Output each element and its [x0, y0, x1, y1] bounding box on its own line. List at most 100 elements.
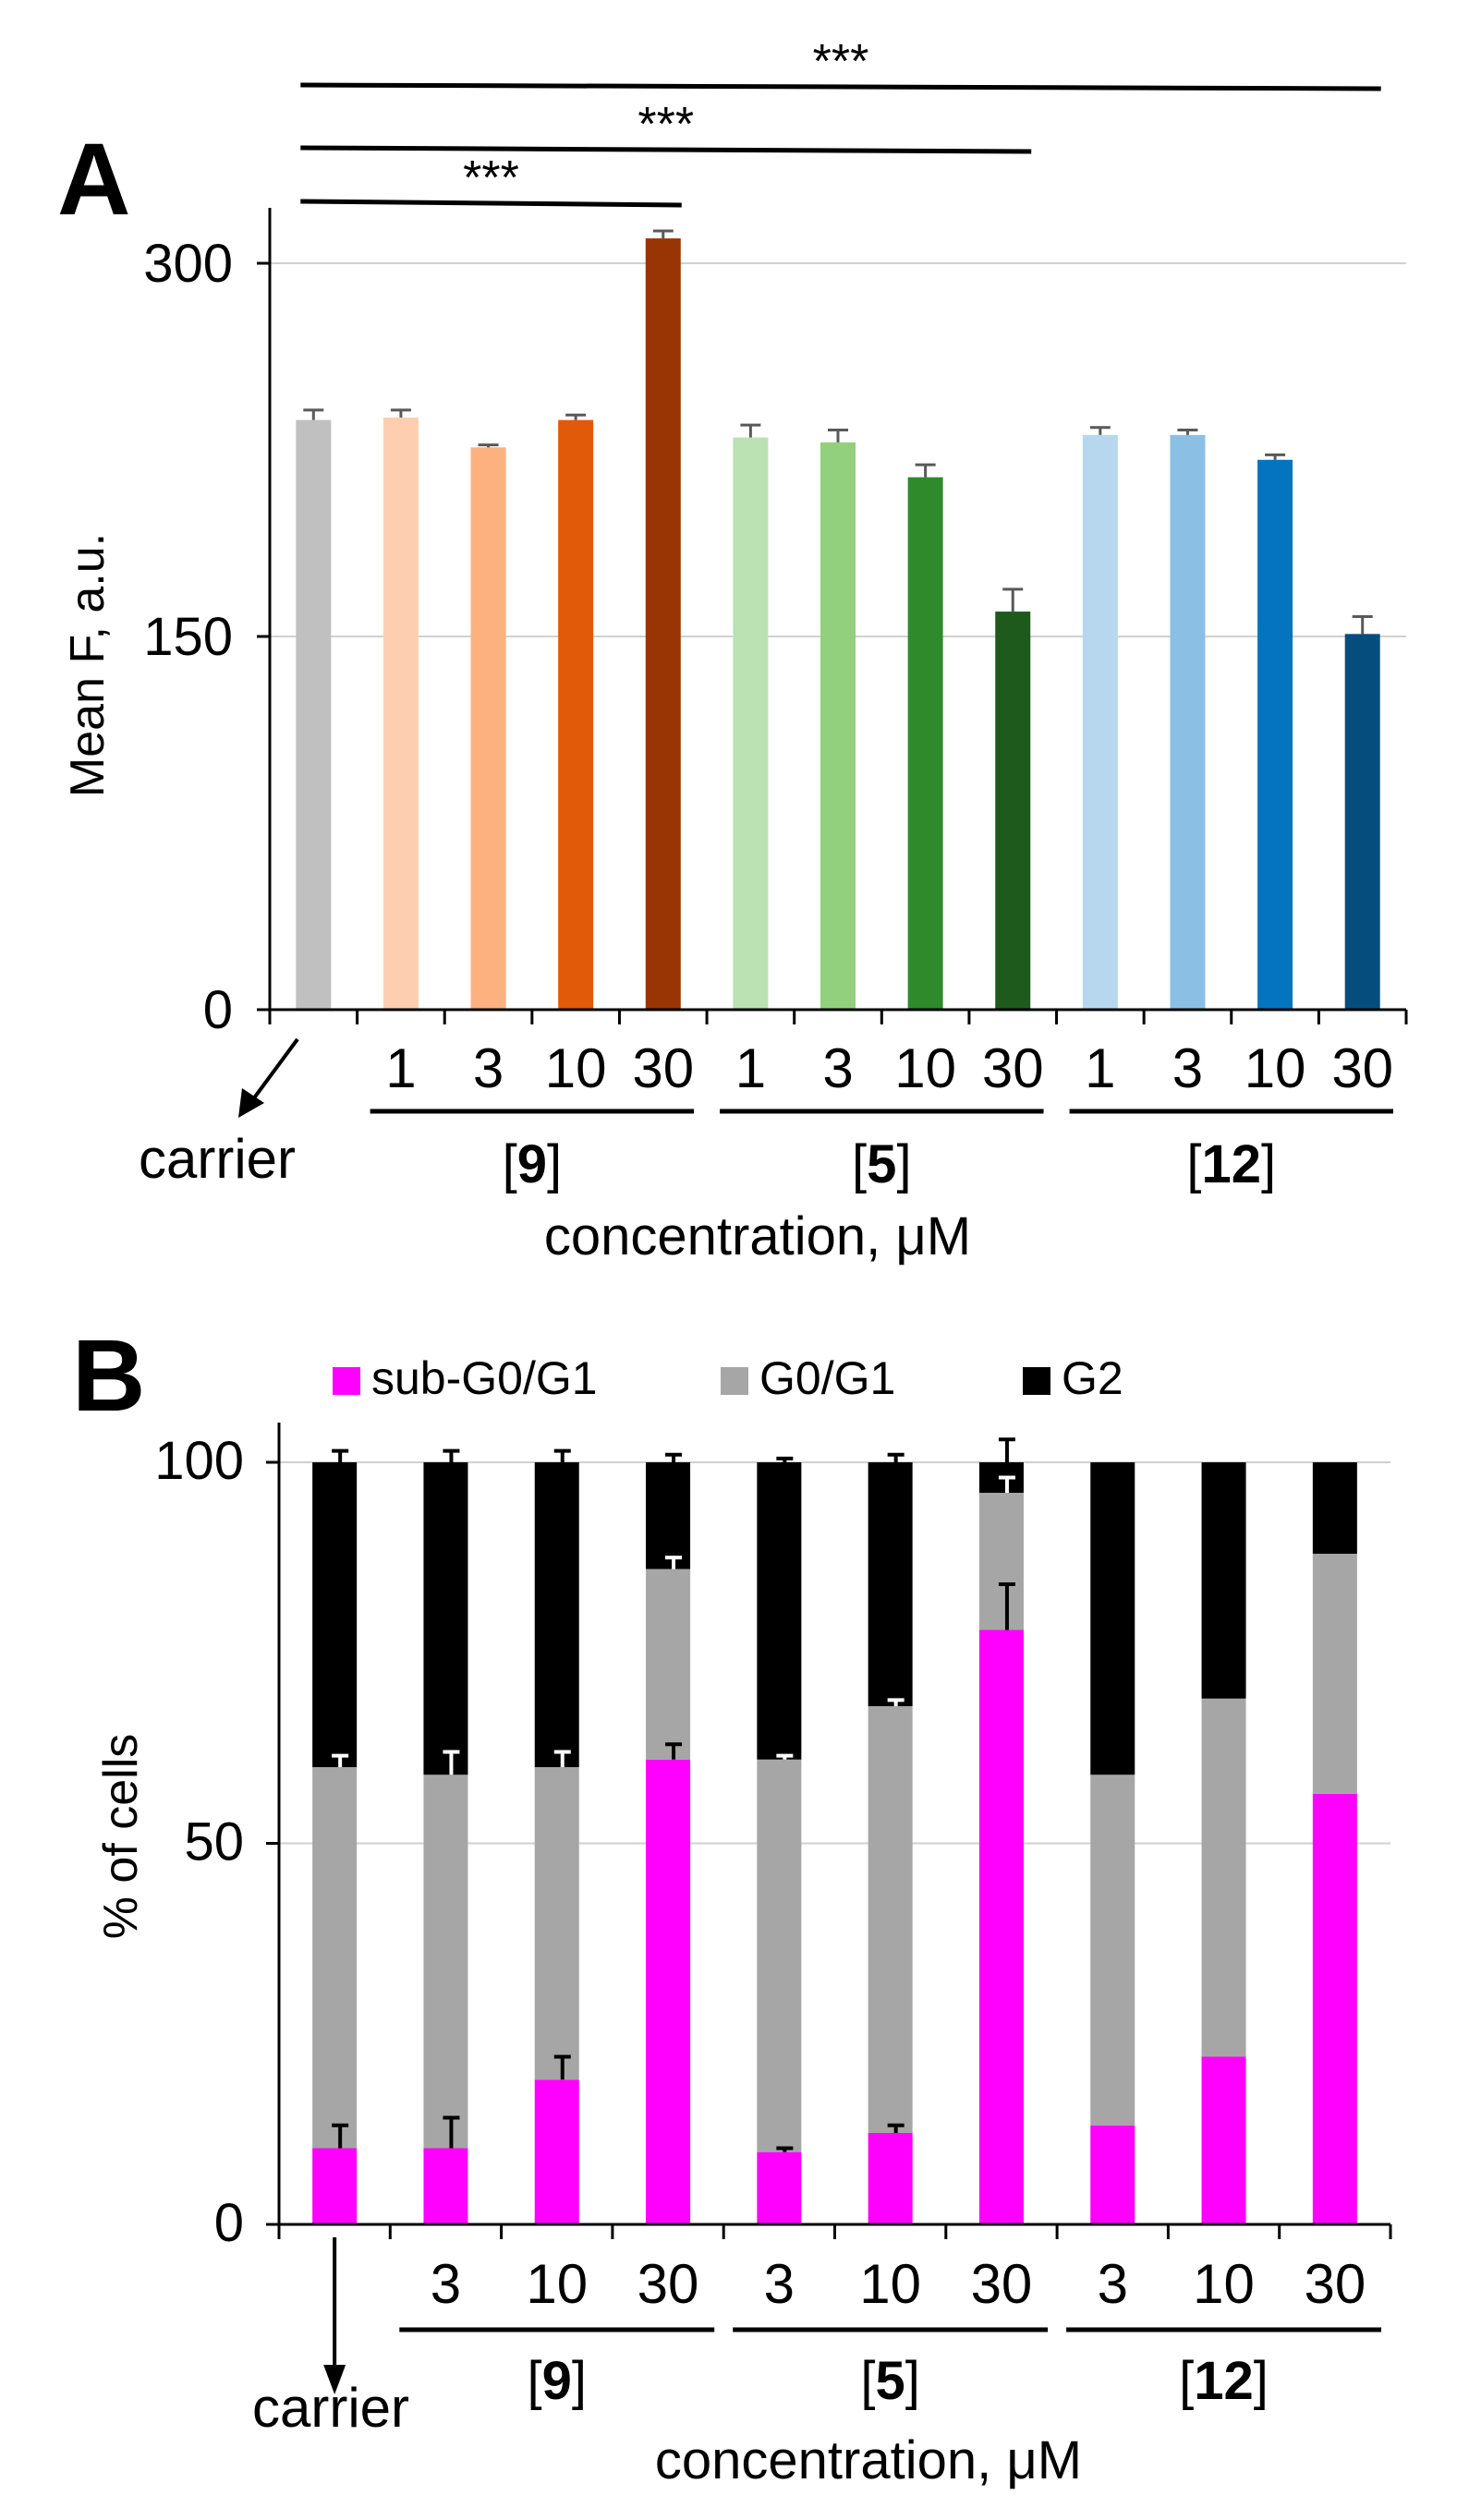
- stacked-bar-segment: [646, 1462, 691, 1569]
- legend-swatch: [721, 1367, 748, 1395]
- bar-a: [1257, 459, 1293, 1011]
- stacked-bar-segment: [646, 1569, 691, 1760]
- bar-a: [470, 447, 506, 1011]
- y-tick-label-a: 300: [143, 234, 233, 294]
- stacked-bar-segment: [868, 2133, 913, 2224]
- panel-b-label: B: [72, 1319, 145, 1433]
- category-label-a: 10: [545, 1037, 607, 1099]
- category-label-b: 30: [971, 2253, 1033, 2315]
- bar-a: [558, 419, 594, 1010]
- category-label-a: 3: [473, 1037, 504, 1099]
- category-label-a: 3: [822, 1037, 853, 1099]
- stacked-bar-segment: [534, 2079, 579, 2224]
- bar-a: [1082, 434, 1118, 1011]
- category-label-b: 3: [431, 2253, 461, 2315]
- y-tick-label-b: 100: [154, 1431, 244, 1491]
- stacked-bar-segment: [1312, 1462, 1357, 1554]
- stacked-bar-segment: [1201, 1698, 1246, 2057]
- category-label-a: 30: [632, 1037, 694, 1099]
- category-label-b: 10: [1193, 2253, 1255, 2315]
- category-label-b: 30: [1304, 2253, 1366, 2315]
- category-label-a: 1: [1085, 1037, 1115, 1099]
- bar-a: [1344, 634, 1380, 1010]
- stacked-bar-segment: [312, 1767, 358, 2149]
- category-label-a: 10: [1245, 1037, 1306, 1099]
- stacked-bar-segment: [423, 2148, 468, 2224]
- stacked-bar-segment: [757, 1759, 802, 2152]
- carrier-arrowhead-a: [238, 1088, 264, 1118]
- stacked-bar-segment: [1201, 2056, 1246, 2224]
- stacked-bar-segment: [1201, 1462, 1246, 1699]
- stacked-bar-segment: [312, 1462, 358, 1767]
- x-axis-title-a: concentration, μM: [544, 1206, 971, 1266]
- bar-a: [907, 477, 943, 1010]
- bar-a: [820, 442, 856, 1010]
- bar-a: [296, 419, 332, 1010]
- significance-line: [300, 199, 682, 208]
- stacked-bar-segment: [1312, 1793, 1357, 2224]
- group-label-b: [5]: [860, 2351, 920, 2411]
- legend-swatch: [1023, 1367, 1050, 1395]
- category-label-a: 1: [385, 1037, 416, 1099]
- bar-a: [645, 238, 681, 1011]
- category-label-a: 30: [1331, 1037, 1393, 1099]
- legend-label: sub-G0/G1: [371, 1352, 598, 1404]
- bar-a: [382, 417, 419, 1010]
- y-tick-label-a: 150: [143, 607, 233, 667]
- stacked-bar-segment: [757, 1462, 802, 1760]
- stacked-bar-segment: [978, 1493, 1024, 1630]
- carrier-arrow-a: [251, 1037, 299, 1101]
- stacked-bar-segment: [423, 1775, 468, 2149]
- group-label-a: [12]: [1186, 1134, 1276, 1194]
- category-label-b: 3: [1098, 2253, 1128, 2315]
- category-label-a: 1: [735, 1037, 766, 1099]
- carrier-label-b: carrier: [252, 2377, 409, 2439]
- bar-a: [1170, 434, 1206, 1011]
- category-label-a: 3: [1172, 1037, 1203, 1099]
- legend-swatch: [333, 1367, 360, 1395]
- carrier-label-a: carrier: [139, 1128, 296, 1190]
- significance-line: [300, 82, 1381, 91]
- stacked-bar-segment: [978, 1630, 1024, 2224]
- group-label-a: [5]: [852, 1134, 912, 1194]
- stacked-bar-segment: [868, 1706, 913, 2133]
- stacked-bar-segment: [646, 1759, 691, 2224]
- y-axis-label-b: % of cells: [94, 1734, 148, 1940]
- stacked-bar-segment: [312, 2148, 358, 2224]
- group-label-b: [12]: [1179, 2351, 1269, 2411]
- bar-a: [733, 437, 769, 1010]
- y-axis-label-a: Mean F, a.u.: [61, 533, 115, 797]
- group-label-a: [9]: [503, 1134, 563, 1194]
- category-label-a: 10: [894, 1037, 956, 1099]
- stacked-bar-segment: [868, 1462, 913, 1706]
- stacked-bar-segment: [1312, 1554, 1357, 1794]
- bar-a: [995, 612, 1031, 1010]
- y-tick-label-a: 0: [203, 980, 233, 1040]
- category-label-a: 30: [982, 1037, 1044, 1099]
- y-tick-label-b: 50: [184, 1812, 244, 1872]
- stacked-bar-segment: [757, 2151, 802, 2224]
- stacked-bar-segment: [1090, 1462, 1135, 1775]
- legend-label: G0/G1: [759, 1352, 895, 1404]
- carrier-arrowhead-b: [323, 2365, 346, 2394]
- category-label-b: 30: [637, 2253, 699, 2315]
- chart-b: 0 50 100 3 10 30 [9] 3 10 30 [5] 3 10 30 [12] carrier % …: [94, 1352, 1392, 2490]
- significance-label: ***: [813, 35, 869, 89]
- stacked-bar-segment: [534, 1767, 579, 2080]
- stacked-bar-segment: [534, 1462, 579, 1767]
- group-label-b: [9]: [527, 2351, 587, 2411]
- category-label-b: 10: [859, 2253, 921, 2315]
- category-label-b: 3: [764, 2253, 795, 2315]
- stacked-bar-segment: [423, 1462, 468, 1775]
- x-axis-title-b: concentration, μM: [655, 2430, 1082, 2490]
- stacked-bar-segment: [1090, 2125, 1135, 2224]
- category-label-b: 10: [526, 2253, 588, 2315]
- significance-label: ***: [463, 151, 519, 205]
- significance-line: [300, 145, 1032, 154]
- y-tick-label-b: 0: [214, 2193, 244, 2253]
- significance-label: ***: [637, 98, 694, 151]
- stacked-bar-segment: [1090, 1775, 1135, 2126]
- panel-a-label: A: [57, 123, 130, 236]
